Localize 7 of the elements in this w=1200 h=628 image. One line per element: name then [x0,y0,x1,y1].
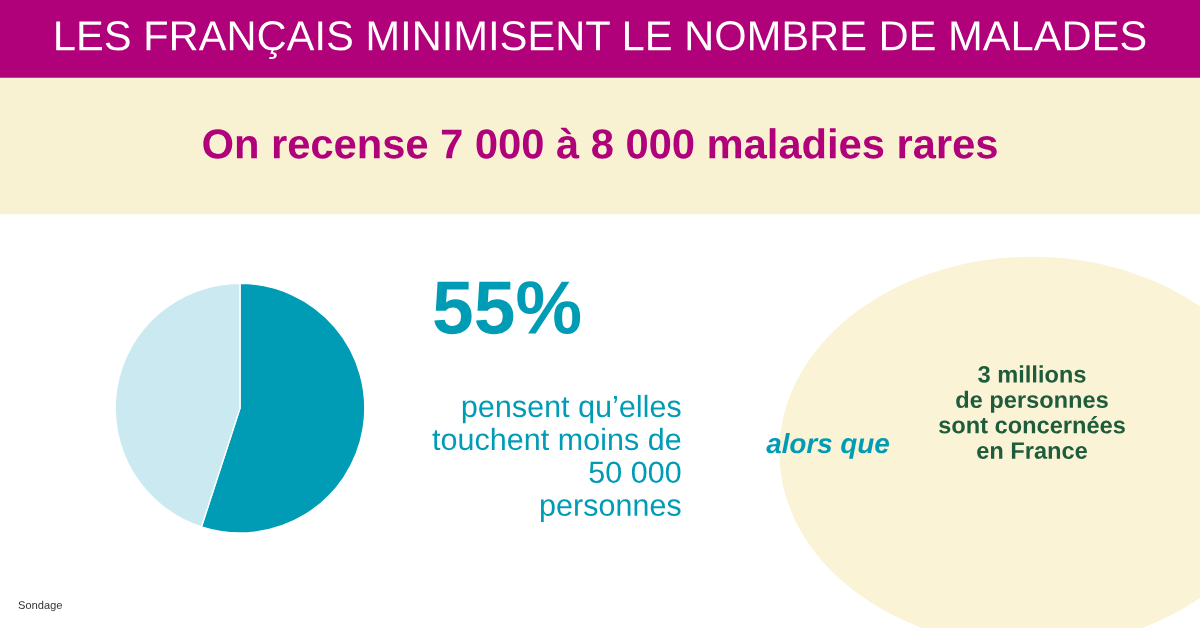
text: alors que [766,432,889,459]
chart-title: LES FRANÇAIS MINIMISENT LE NOMBRE DE MALADES [56,21,1146,59]
data-label: 55% [434,281,581,335]
chart-subtitle: On recense 7 000 à 8 000 maladies rares [203,127,997,159]
text: 3 millions de personnes sont concernées en France [939,365,1125,459]
text: Sondage [18,600,62,612]
text: pensent qu’elles touchent moins de 50 000 personnes [432,394,681,523]
